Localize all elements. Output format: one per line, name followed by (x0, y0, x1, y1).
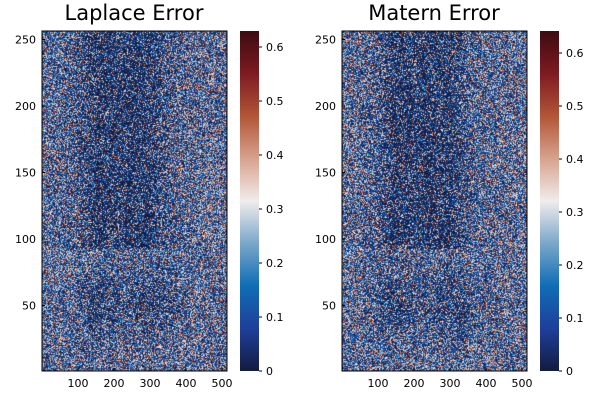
matern-title: Matern Error (368, 1, 500, 25)
matern-plot-frame (341, 30, 528, 372)
matern-x-tick-label: 200 (404, 377, 425, 390)
laplace-y-tick-label: 100 (15, 233, 36, 246)
matern-x-tick-label: 400 (476, 377, 497, 390)
laplace-x-tick-label: 300 (140, 377, 161, 390)
matern-y-tick-label: 100 (315, 233, 336, 246)
laplace-colorbar-tick-label: 0.3 (266, 203, 284, 216)
laplace-y-axis: 50 100 150 200 250 (15, 34, 45, 313)
laplace-colorbar: 0 0.1 0.2 0.3 0.4 0.5 0.6 (240, 31, 284, 378)
matern-colorbar-tick-label: 0.1 (566, 312, 584, 325)
matern-colorbar-tick-label: 0 (566, 365, 573, 378)
laplace-colorbar-tick-label: 0.1 (266, 311, 284, 324)
matern-y-tick-label: 50 (322, 300, 336, 313)
matern-panel: Matern Error 50 100 150 200 250 (315, 1, 584, 390)
matern-colorbar-tick-label: 0.6 (566, 47, 584, 60)
laplace-x-tick-label: 400 (176, 377, 197, 390)
laplace-x-tick-label: 200 (104, 377, 125, 390)
matern-x-tick-label: 300 (440, 377, 461, 390)
laplace-title: Laplace Error (65, 1, 204, 25)
matern-colorbar-tick-label: 0.5 (566, 100, 584, 113)
laplace-y-tick-label: 50 (22, 300, 36, 313)
matern-x-axis: 100 200 300 400 500 (368, 368, 533, 390)
matern-x-tick-label: 500 (512, 377, 533, 390)
matern-y-tick-label: 250 (315, 34, 336, 47)
matern-heatmap (342, 31, 527, 371)
matern-colorbar-tick-label: 0.3 (566, 206, 584, 219)
matern-colorbar-gradient (540, 31, 559, 371)
laplace-x-tick-label: 100 (68, 377, 89, 390)
laplace-plot-frame (41, 30, 228, 372)
laplace-colorbar-gradient (240, 31, 259, 371)
laplace-y-tick-label: 150 (15, 167, 36, 180)
laplace-colorbar-tick-label: 0.6 (266, 41, 284, 54)
matern-colorbar-tick-label: 0.2 (566, 259, 584, 272)
laplace-colorbar-tick-label: 0.4 (266, 149, 284, 162)
laplace-x-tick-label: 500 (212, 377, 233, 390)
laplace-heatmap (42, 31, 227, 371)
laplace-x-axis: 100 200 300 400 500 (68, 368, 233, 390)
laplace-y-tick-label: 200 (15, 100, 36, 113)
matern-y-axis: 50 100 150 200 250 (315, 34, 345, 313)
matern-colorbar-tick-label: 0.4 (566, 153, 584, 166)
matern-x-tick-label: 100 (368, 377, 389, 390)
matern-y-tick-label: 200 (315, 100, 336, 113)
laplace-colorbar-tick-label: 0 (266, 365, 273, 378)
laplace-colorbar-tick-label: 0.2 (266, 257, 284, 270)
laplace-colorbar-tick-label: 0.5 (266, 95, 284, 108)
laplace-panel: Laplace Error 50 100 150 200 250 (15, 1, 284, 390)
matern-colorbar: 0 0.1 0.2 0.3 0.4 0.5 0.6 (540, 31, 584, 378)
matern-y-tick-label: 150 (315, 167, 336, 180)
laplace-y-tick-label: 250 (15, 34, 36, 47)
